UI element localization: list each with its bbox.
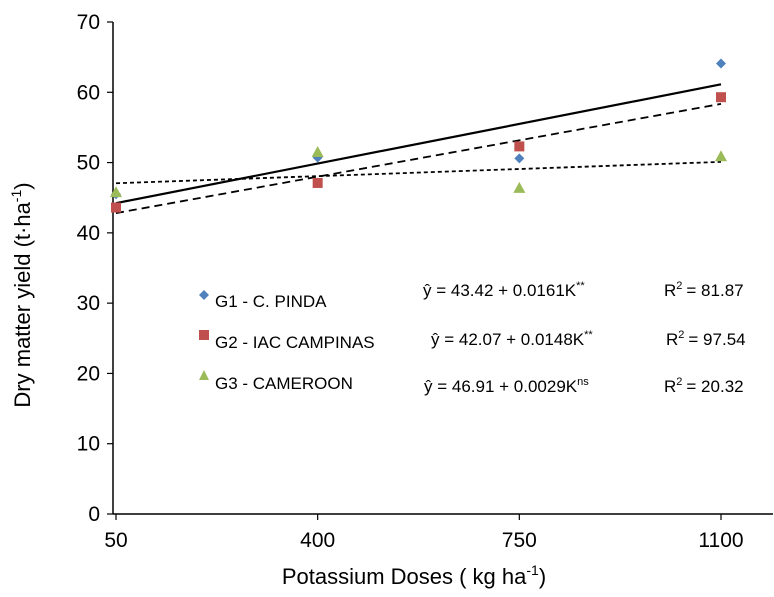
point-series-3-1100 (715, 150, 727, 162)
x-tick-label: 400 (300, 529, 335, 552)
y-tick-label: 50 (77, 152, 100, 175)
y-axis-label-tail: ) (10, 182, 35, 189)
y-tick-label: 0 (88, 503, 100, 526)
y-tick-label: 70 (77, 11, 100, 34)
y-axis-label-main: Dry matter yield (t·ha (10, 201, 35, 407)
equation-g1-body: ŷ = 43.42 + 0.0161K (423, 281, 577, 300)
point-series-3-400 (311, 146, 324, 158)
trendline-series-1 (115, 83, 722, 205)
legend-label-g3: G3 - CAMEROON (215, 374, 353, 393)
equation-g1: ŷ = 43.42 + 0.0161K** R2 = 81.87 (423, 280, 744, 300)
point-series-1-750 (514, 153, 525, 164)
y-axis-label: Dry matter yield (t·ha-1) (8, 182, 35, 407)
equation-g1-r2: = 81.87 (686, 281, 743, 300)
x-tick-label: 50 (104, 529, 127, 552)
x-tick-label: 750 (502, 529, 537, 552)
x-axis-label-main: Potassium Doses ( kg ha (282, 564, 527, 589)
point-series-2-400 (312, 177, 323, 188)
legend: G1 - C. PINDA G2 - IAC CAMPINAS G3 - CAM… (199, 290, 375, 393)
point-series-3-50 (110, 186, 122, 198)
point-series-2-750 (514, 141, 525, 152)
equation-g3-body: ŷ = 46.91 + 0.0029K (424, 377, 578, 396)
equations: ŷ = 43.42 + 0.0161K** R2 = 81.87 ŷ = 42.07… (423, 280, 746, 396)
equation-g3-sig: ns (577, 376, 589, 388)
equation-g3-r: R (664, 377, 676, 396)
data-points (110, 58, 727, 213)
legend-label-g2: G2 - IAC CAMPINAS (215, 333, 375, 352)
equation-g3-r2: = 20.32 (686, 377, 743, 396)
legend-entry-g2: G2 - IAC CAMPINAS (199, 330, 375, 352)
equation-g1-r: R (664, 281, 676, 300)
equation-g1-sig: ** (576, 280, 585, 292)
equation-g3-r-sup: 2 (676, 376, 682, 388)
point-series-2-50 (111, 202, 121, 213)
x-axis-label-sup: -1 (526, 562, 539, 578)
trendlines (115, 83, 722, 214)
y-tick-label: 10 (77, 433, 100, 456)
x-axis-label-tail: ) (539, 564, 546, 589)
legend-marker-square (199, 330, 209, 340)
equation-g2-sig: ** (584, 329, 593, 341)
legend-entry-g1: G1 - C. PINDA (199, 290, 327, 311)
y-tick-label: 60 (77, 81, 100, 104)
x-axis-label: Potassium Doses ( kg ha-1) (282, 562, 546, 589)
equation-g2-body: ŷ = 42.07 + 0.0148K (431, 330, 585, 349)
equation-g2-r2: = 97.54 (688, 330, 745, 349)
trendline-series-3 (115, 160, 722, 185)
legend-marker-diamond (199, 290, 209, 300)
legend-label-g1: G1 - C. PINDA (215, 292, 327, 311)
trendline-series-2 (115, 102, 722, 214)
y-axis-label-sup: -1 (8, 190, 24, 203)
y-tick-label: 20 (77, 362, 100, 385)
axes: 0 10 20 30 40 50 60 70 50 400 750 1100 (77, 11, 773, 552)
x-tick-label: 1100 (698, 529, 743, 552)
point-series-1-1100 (716, 58, 726, 69)
equation-g1-r-sup: 2 (676, 280, 682, 292)
equation-g2: ŷ = 42.07 + 0.0148K** R2 = 97.54 (431, 329, 746, 349)
point-series-2-1100 (716, 92, 726, 103)
point-series-3-750 (513, 181, 526, 193)
equation-g3: ŷ = 46.91 + 0.0029Kns R2 = 20.32 (424, 376, 744, 396)
legend-marker-triangle (199, 370, 209, 380)
y-tick-label: 40 (77, 222, 100, 245)
legend-entry-g3: G3 - CAMEROON (199, 370, 353, 393)
y-tick-label: 30 (77, 292, 100, 315)
equation-g2-r-sup: 2 (678, 329, 684, 341)
equation-g2-r: R (666, 330, 678, 349)
